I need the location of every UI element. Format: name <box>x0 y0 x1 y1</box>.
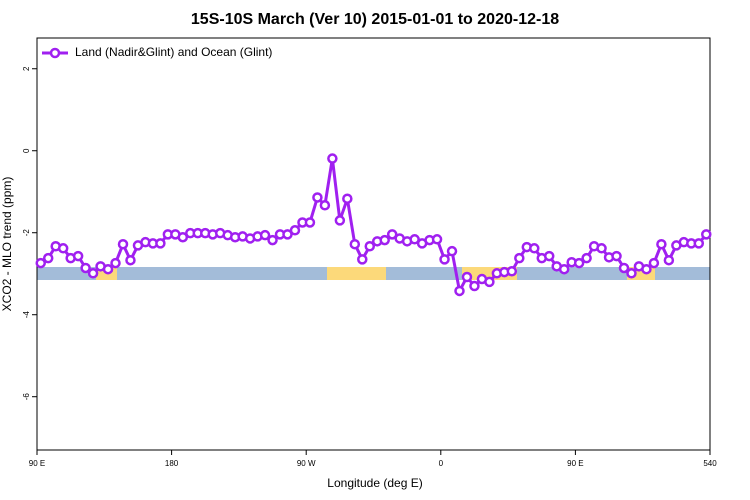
x-tick-label: 0 <box>439 459 444 468</box>
point <box>701 229 712 240</box>
point <box>72 250 84 262</box>
point <box>641 263 652 275</box>
point <box>386 229 398 240</box>
point <box>596 243 607 254</box>
point <box>626 268 637 279</box>
point <box>304 217 316 228</box>
point <box>439 254 450 265</box>
point <box>312 192 323 203</box>
point <box>446 245 458 257</box>
point <box>514 252 525 264</box>
x-tick-label: 180 <box>165 459 179 468</box>
chart-title: 15S-10S March (Ver 10) 2015-01-01 to 202… <box>191 11 559 28</box>
point <box>558 263 570 275</box>
point <box>327 153 338 164</box>
point <box>319 200 331 211</box>
point <box>663 254 675 266</box>
point <box>693 238 705 249</box>
point <box>506 266 518 277</box>
legend-marker <box>49 47 61 59</box>
point <box>611 250 622 262</box>
x-tick-label: 540 <box>703 459 717 468</box>
x-tick-label: 90 E <box>29 459 45 468</box>
point <box>581 252 592 264</box>
x-tick-label: 90 W <box>297 459 316 468</box>
point <box>469 280 480 292</box>
x-tick-label: 90 E <box>567 459 583 468</box>
point <box>289 225 301 236</box>
point <box>431 234 443 245</box>
point <box>342 193 353 204</box>
y-tick-label: 2 <box>22 66 31 71</box>
point <box>282 229 293 240</box>
point <box>379 234 390 246</box>
point <box>155 238 166 249</box>
point <box>357 254 368 265</box>
point <box>529 243 540 254</box>
point <box>454 285 465 297</box>
legend-label: Land (Nadir&Glint) and Ocean (Glint) <box>75 45 272 59</box>
point <box>461 271 473 283</box>
y-tick-label: -2 <box>22 229 31 237</box>
point <box>618 262 630 274</box>
point <box>117 238 129 250</box>
plot-frame <box>36 37 711 451</box>
point <box>177 231 189 243</box>
point <box>484 276 495 288</box>
point <box>349 238 361 250</box>
point <box>267 234 278 246</box>
point <box>80 262 91 274</box>
point <box>573 257 585 269</box>
y-axis-label: XCO2 - MLO trend (ppm) <box>0 177 14 312</box>
point <box>125 254 136 266</box>
y-tick-label: -6 <box>22 393 31 401</box>
land-band <box>327 267 386 280</box>
point <box>543 250 555 262</box>
point <box>42 252 54 264</box>
surface-band <box>37 267 710 280</box>
point <box>57 243 69 254</box>
point <box>87 268 99 279</box>
point <box>259 229 271 241</box>
point <box>364 241 376 252</box>
y-tick-label: 0 <box>22 148 31 153</box>
y-tick-label: -4 <box>22 311 31 319</box>
point <box>409 234 420 245</box>
point <box>35 257 46 269</box>
point <box>110 257 121 269</box>
point <box>102 263 114 275</box>
point <box>656 238 667 250</box>
point <box>648 257 660 269</box>
x-axis-label: Longitude (deg E) <box>327 476 422 490</box>
point <box>334 215 346 226</box>
